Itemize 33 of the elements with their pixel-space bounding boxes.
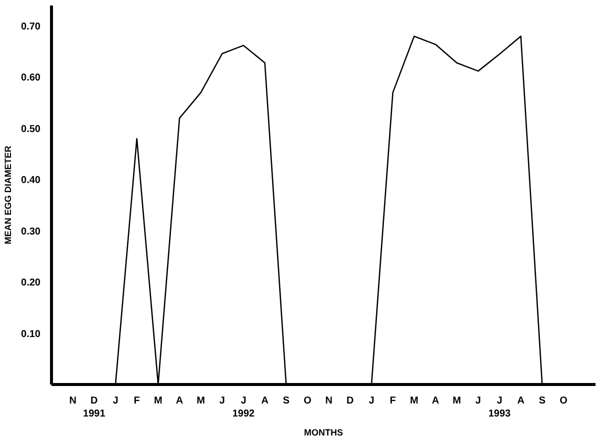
y-tick-label: 0.70: [21, 21, 41, 32]
x-tick-label: J: [219, 396, 225, 406]
y-axis-title: MEAN EGG DIAMETER: [3, 145, 14, 244]
x-tick-label: O: [560, 396, 568, 406]
y-tick-label: 0.20: [21, 278, 41, 289]
x-tick-label: J 1992: [232, 396, 256, 420]
x-tick-label: N: [325, 396, 332, 406]
x-tick-label: M: [154, 396, 162, 406]
x-tick-label: D 1991: [83, 396, 106, 420]
y-tick-label: 0.30: [21, 226, 41, 238]
x-tick-label: M: [196, 396, 206, 406]
x-tick-label: J: [368, 396, 374, 406]
x-tick-label: S: [538, 396, 546, 406]
x-tick-label: M: [410, 396, 418, 406]
y-tick-label: 0.10: [21, 328, 41, 340]
x-tick-label: J 1993: [488, 396, 512, 420]
x-tick-label: M: [452, 396, 462, 406]
x-tick-label: J: [112, 396, 118, 406]
y-tick-label: 0.40: [21, 175, 41, 186]
x-tick-label: A: [176, 396, 184, 406]
x-tick-label: F: [390, 396, 396, 406]
x-axis-title: MONTHS: [304, 428, 343, 438]
x-tick-label: D: [346, 396, 354, 406]
x-tick-label: A: [517, 396, 524, 406]
x-tick-label: A: [261, 396, 268, 406]
y-tick-label: 0.60: [21, 72, 41, 84]
x-tick-label: N: [69, 396, 76, 406]
x-tick-label: A: [432, 396, 440, 406]
x-tick-label: O: [304, 396, 312, 406]
x-tick-label: S: [282, 396, 290, 406]
x-tick-label: J: [475, 396, 481, 406]
y-tick-label: 0.50: [21, 124, 41, 135]
x-tick-label: F: [134, 396, 140, 406]
